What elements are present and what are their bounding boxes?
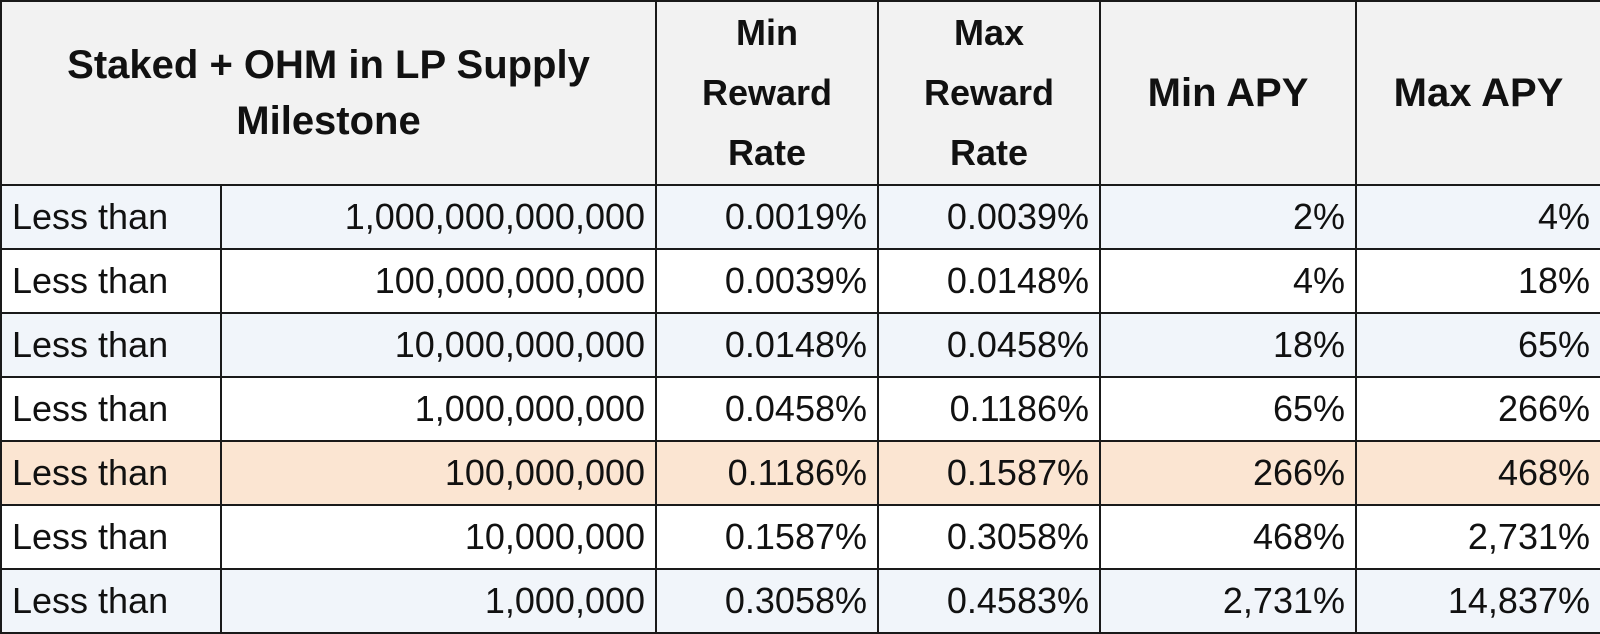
cell-label: Less than <box>0 248 222 314</box>
cell-min-apy: 2,731% <box>1099 568 1358 634</box>
cell-max-apy: 18% <box>1355 248 1600 314</box>
cell-max-apy: 266% <box>1355 376 1600 442</box>
table-row: Less than 1,000,000 0.3058% 0.4583% 2,731% 14… <box>0 568 1600 634</box>
header-milestone-line1: Staked + OHM in LP Supply <box>67 43 590 87</box>
cell-max-apy: 14,837% <box>1355 568 1600 634</box>
cell-max-apy: 65% <box>1355 312 1600 378</box>
cell-max-reward-rate: 0.0148% <box>877 248 1102 314</box>
cell-min-reward-rate: 0.0148% <box>655 312 880 378</box>
cell-milestone: 10,000,000,000 <box>219 312 658 378</box>
cell-max-reward-rate: 0.1186% <box>877 376 1102 442</box>
cell-min-reward-rate: 0.1587% <box>655 504 880 570</box>
table-body: Less than 1,000,000,000,000 0.0019% 0.0039%… <box>0 184 1600 634</box>
cell-label: Less than <box>0 184 222 250</box>
header-min-reward-rate-line1: Min <box>736 12 798 53</box>
header-min-apy: Min APY <box>1099 0 1358 186</box>
header-max-reward-rate: Max Reward Rate <box>877 0 1102 186</box>
cell-max-reward-rate: 0.3058% <box>877 504 1102 570</box>
cell-min-reward-rate: 0.0019% <box>655 184 880 250</box>
header-max-reward-rate-line2: Reward <box>923 72 1055 113</box>
cell-milestone: 100,000,000,000 <box>219 248 658 314</box>
header-milestone: Staked + OHM in LP Supply Milestone <box>0 0 658 186</box>
header-max-apy: Max APY <box>1355 0 1600 186</box>
header-min-reward-rate-line2: Reward <box>701 72 833 113</box>
cell-max-apy: 2,731% <box>1355 504 1600 570</box>
cell-min-reward-rate: 0.1186% <box>655 440 880 506</box>
table-row: Less than 100,000,000,000 0.0039% 0.0148% 4%… <box>0 248 1600 314</box>
header-min-reward-rate-line3: Rate <box>728 132 807 173</box>
table-row: Less than 1,000,000,000,000 0.0019% 0.0039%… <box>0 184 1600 250</box>
cell-label: Less than <box>0 440 222 506</box>
cell-min-reward-rate: 0.0458% <box>655 376 880 442</box>
table-row: Less than 100,000,000 0.1186% 0.1587% 266% 46… <box>0 440 1600 506</box>
cell-max-apy: 4% <box>1355 184 1600 250</box>
header-max-reward-rate-line1: Max <box>954 12 1025 53</box>
table-row: Less than 1,000,000,000 0.0458% 0.1186% 65% 2… <box>0 376 1600 442</box>
cell-max-apy: 468% <box>1355 440 1600 506</box>
cell-max-reward-rate: 0.4583% <box>877 568 1102 634</box>
cell-min-apy: 468% <box>1099 504 1358 570</box>
cell-min-reward-rate: 0.0039% <box>655 248 880 314</box>
cell-min-apy: 266% <box>1099 440 1358 506</box>
cell-min-apy: 18% <box>1099 312 1358 378</box>
cell-max-reward-rate: 0.0458% <box>877 312 1102 378</box>
cell-milestone: 100,000,000 <box>219 440 658 506</box>
cell-min-reward-rate: 0.3058% <box>655 568 880 634</box>
header-max-reward-rate-line3: Rate <box>950 132 1029 173</box>
table-row: Less than 10,000,000 0.1587% 0.3058% 468% 2,7… <box>0 504 1600 570</box>
cell-label: Less than <box>0 312 222 378</box>
cell-label: Less than <box>0 568 222 634</box>
cell-milestone: 10,000,000 <box>219 504 658 570</box>
cell-min-apy: 2% <box>1099 184 1358 250</box>
cell-milestone: 1,000,000,000 <box>219 376 658 442</box>
cell-max-reward-rate: 0.0039% <box>877 184 1102 250</box>
cell-milestone: 1,000,000 <box>219 568 658 634</box>
cell-milestone: 1,000,000,000,000 <box>219 184 658 250</box>
table-row: Less than 10,000,000,000 0.0148% 0.0458% 18%… <box>0 312 1600 378</box>
cell-label: Less than <box>0 376 222 442</box>
header-min-reward-rate: Min Reward Rate <box>655 0 880 186</box>
cell-min-apy: 4% <box>1099 248 1358 314</box>
cell-min-apy: 65% <box>1099 376 1358 442</box>
header-milestone-line2: Milestone <box>236 99 421 143</box>
header-row: Staked + OHM in LP Supply Milestone Min … <box>0 0 1600 186</box>
cell-label: Less than <box>0 504 222 570</box>
cell-max-reward-rate: 0.1587% <box>877 440 1102 506</box>
